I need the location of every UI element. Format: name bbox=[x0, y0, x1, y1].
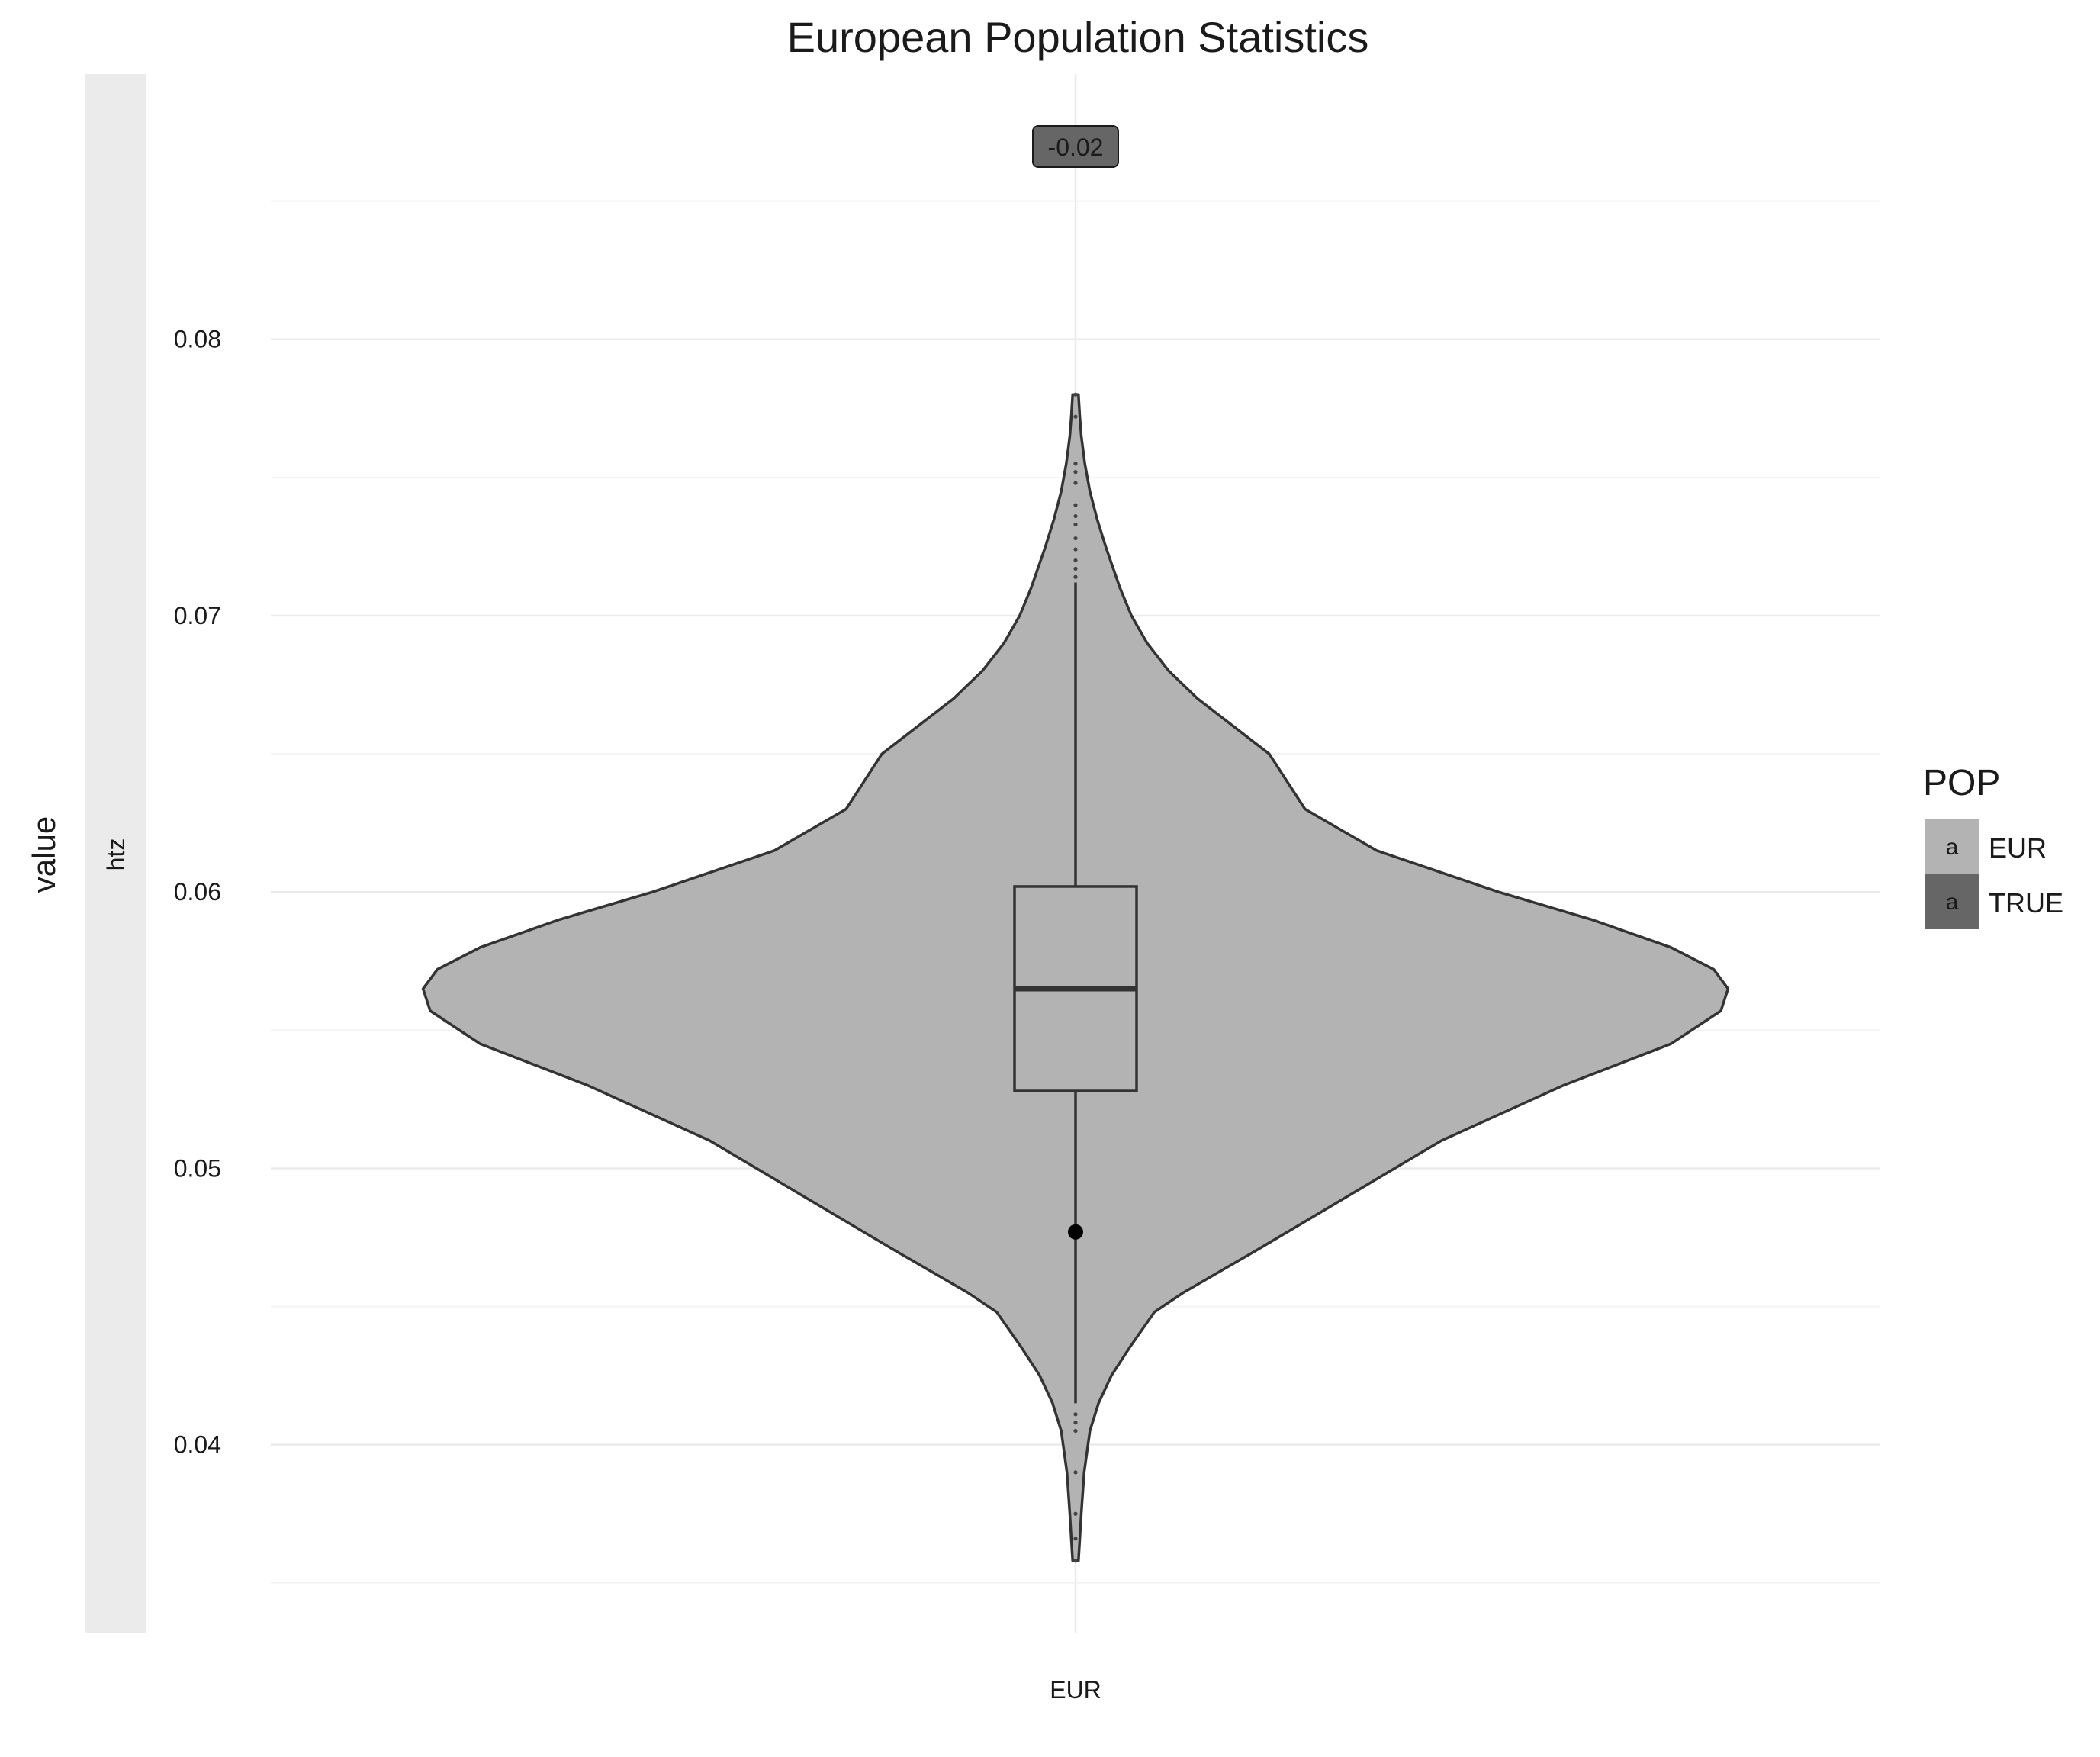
outlier-point bbox=[1073, 547, 1078, 552]
outlier-point bbox=[1073, 481, 1078, 485]
facet-strip bbox=[85, 74, 146, 1633]
outlier-point bbox=[1073, 1537, 1078, 1541]
outlier-point bbox=[1073, 558, 1078, 563]
outlier-point bbox=[1073, 1559, 1078, 1563]
facet-strip-label: htz bbox=[102, 838, 130, 871]
y-tick-label: 0.08 bbox=[174, 326, 221, 353]
annotation-box bbox=[1032, 125, 1119, 168]
outlier-point bbox=[1073, 1428, 1078, 1434]
annotation-label: -0.02 bbox=[1048, 134, 1104, 161]
outlier-point bbox=[1073, 1421, 1078, 1425]
legend-label-true: TRUE bbox=[1989, 887, 2063, 919]
plot-panel: 0.04 0.05 0.06 0.07 0.08 EUR -0.02 bbox=[174, 74, 1880, 1704]
outlier-point bbox=[1073, 566, 1078, 571]
x-tick-label: EUR bbox=[1050, 1676, 1101, 1704]
legend-key-eur-glyph: a bbox=[1946, 835, 1959, 860]
mean-point bbox=[1068, 1224, 1083, 1240]
outlier-point bbox=[1073, 1412, 1078, 1417]
outlier-point bbox=[1073, 470, 1078, 475]
legend-label-eur: EUR bbox=[1989, 832, 2047, 864]
outlier-point bbox=[1073, 392, 1078, 397]
outlier-point bbox=[1073, 414, 1078, 419]
chart-title: European Population Statistics bbox=[787, 13, 1369, 61]
outlier-point bbox=[1073, 1511, 1078, 1516]
y-tick-label: 0.04 bbox=[174, 1431, 221, 1459]
outlier-point bbox=[1073, 574, 1078, 579]
legend-key-true-glyph: a bbox=[1946, 890, 1959, 915]
outlier-point bbox=[1073, 522, 1078, 527]
outlier-point bbox=[1073, 536, 1078, 541]
y-tick-label: 0.05 bbox=[174, 1154, 221, 1182]
y-tick-label: 0.07 bbox=[174, 602, 221, 629]
legend: POP a EUR a TRUE bbox=[1923, 763, 2063, 929]
outlier-point bbox=[1073, 513, 1078, 519]
outlier-point bbox=[1073, 503, 1078, 507]
legend-title: POP bbox=[1923, 763, 2000, 803]
outlier-point bbox=[1073, 462, 1078, 466]
y-axis-title: value bbox=[26, 816, 62, 893]
legend-key-eur bbox=[1925, 819, 1979, 874]
outlier-point bbox=[1073, 1470, 1078, 1475]
legend-key-true bbox=[1925, 874, 1979, 929]
y-tick-label: 0.06 bbox=[174, 878, 221, 906]
